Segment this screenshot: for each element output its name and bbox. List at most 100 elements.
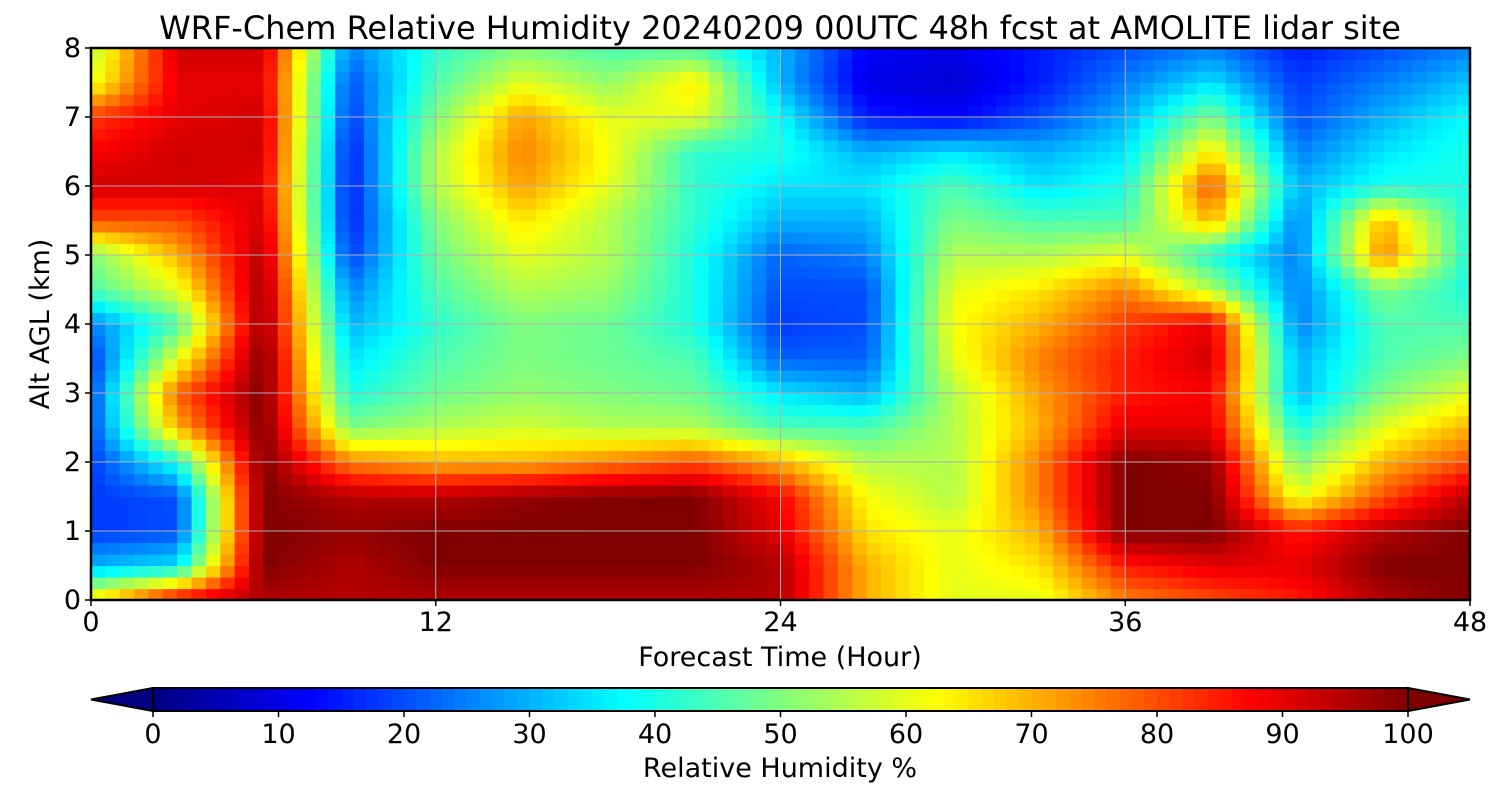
heatmap-cell xyxy=(464,289,480,302)
heatmap-cell xyxy=(593,496,609,509)
heatmap-cell xyxy=(363,577,379,590)
heatmap-cell xyxy=(1168,416,1184,429)
heatmap-cell xyxy=(1096,82,1112,95)
heatmap-cell xyxy=(1010,255,1026,268)
heatmap-cell xyxy=(938,151,954,164)
heatmap-cell xyxy=(1125,220,1141,233)
heatmap-cell xyxy=(1125,519,1141,532)
heatmap-cell xyxy=(349,94,365,107)
heatmap-cell xyxy=(665,565,681,578)
heatmap-cell xyxy=(1412,82,1428,95)
heatmap-cell xyxy=(249,542,264,555)
heatmap-cell xyxy=(363,381,379,394)
heatmap-cell xyxy=(119,163,135,176)
heatmap-cell xyxy=(392,347,408,360)
colorbar-tick-label: 100 xyxy=(1382,719,1434,750)
heatmap-cell xyxy=(234,117,250,130)
heatmap-cell xyxy=(1297,105,1313,118)
heatmap-cell xyxy=(1182,163,1198,176)
colorbar-segment xyxy=(1106,688,1120,711)
heatmap-cell xyxy=(1225,82,1241,95)
heatmap-cell xyxy=(1024,48,1040,61)
heatmap-cell xyxy=(1398,220,1414,233)
heatmap-cell xyxy=(1297,496,1313,509)
heatmap-cell xyxy=(909,588,925,601)
heatmap-cell xyxy=(1311,519,1327,532)
heatmap-cell xyxy=(162,209,178,222)
heatmap-cell xyxy=(392,140,408,153)
heatmap-cell xyxy=(464,473,480,486)
colorbar-segment xyxy=(818,688,832,711)
heatmap-cell xyxy=(794,485,810,498)
heatmap-cell xyxy=(1240,473,1256,486)
heatmap-cell xyxy=(435,358,451,371)
heatmap-cell xyxy=(507,416,523,429)
heatmap-cell xyxy=(392,519,408,532)
heatmap-cell xyxy=(751,128,767,141)
heatmap-cell xyxy=(1125,312,1141,325)
heatmap-cell xyxy=(751,232,767,245)
colorbar-tick-label: 0 xyxy=(144,719,161,750)
heatmap-cell xyxy=(1039,232,1055,245)
heatmap-cell xyxy=(909,554,925,567)
heatmap-cell xyxy=(363,278,379,291)
heatmap-cell xyxy=(119,577,135,590)
heatmap-cell xyxy=(392,542,408,555)
heatmap-cell xyxy=(1168,220,1184,233)
heatmap-cell xyxy=(881,59,897,72)
heatmap-cell xyxy=(1369,462,1385,475)
colorbar-segment xyxy=(1345,688,1359,711)
heatmap-cell xyxy=(1153,220,1169,233)
heatmap-cell xyxy=(1426,370,1442,383)
heatmap-cell xyxy=(363,163,379,176)
heatmap-cell xyxy=(1024,220,1040,233)
heatmap-cell xyxy=(723,71,738,84)
heatmap-cell xyxy=(205,82,221,95)
heatmap-cell xyxy=(622,128,638,141)
heatmap-cell xyxy=(1426,82,1442,95)
heatmap-cell xyxy=(1211,209,1227,222)
heatmap-cell xyxy=(536,565,552,578)
heatmap-cell xyxy=(134,105,150,118)
heatmap-cell xyxy=(1182,531,1198,544)
heatmap-cell xyxy=(1225,117,1241,130)
heatmap-cell xyxy=(148,439,164,452)
heatmap-cell xyxy=(91,519,106,532)
heatmap-cell xyxy=(177,427,193,440)
heatmap-cell xyxy=(1211,163,1227,176)
heatmap-cell xyxy=(651,289,667,302)
heatmap-cell xyxy=(679,381,695,394)
heatmap-cell xyxy=(608,485,624,498)
heatmap-cell xyxy=(967,117,983,130)
heatmap-cell xyxy=(809,439,825,452)
heatmap-cell xyxy=(407,59,422,72)
heatmap-cell xyxy=(1426,531,1442,544)
heatmap-cell xyxy=(780,496,796,509)
heatmap-cell xyxy=(938,59,954,72)
heatmap-cell xyxy=(349,186,365,199)
heatmap-cell xyxy=(1240,128,1256,141)
heatmap-cell xyxy=(938,312,954,325)
heatmap-cell xyxy=(924,278,940,291)
heatmap-cell xyxy=(1455,312,1471,325)
heatmap-cell xyxy=(1283,174,1299,187)
heatmap-cell xyxy=(1139,335,1155,348)
heatmap-cell xyxy=(421,473,437,486)
heatmap-cell xyxy=(277,358,293,371)
heatmap-cell xyxy=(148,485,164,498)
heatmap-cell xyxy=(622,140,638,153)
heatmap-cell xyxy=(708,531,724,544)
heatmap-cell xyxy=(105,577,121,590)
heatmap-cell xyxy=(1240,140,1256,153)
heatmap-cell xyxy=(636,404,652,417)
heatmap-cell xyxy=(1139,519,1155,532)
heatmap-cell xyxy=(1311,232,1327,245)
heatmap-cell xyxy=(952,71,968,84)
heatmap-cell xyxy=(191,71,207,84)
heatmap-cell xyxy=(1082,255,1098,268)
heatmap-cell xyxy=(1096,496,1112,509)
heatmap-cell xyxy=(636,381,652,394)
heatmap-cell xyxy=(363,542,379,555)
heatmap-cell xyxy=(866,324,882,337)
heatmap-cell xyxy=(1211,496,1227,509)
